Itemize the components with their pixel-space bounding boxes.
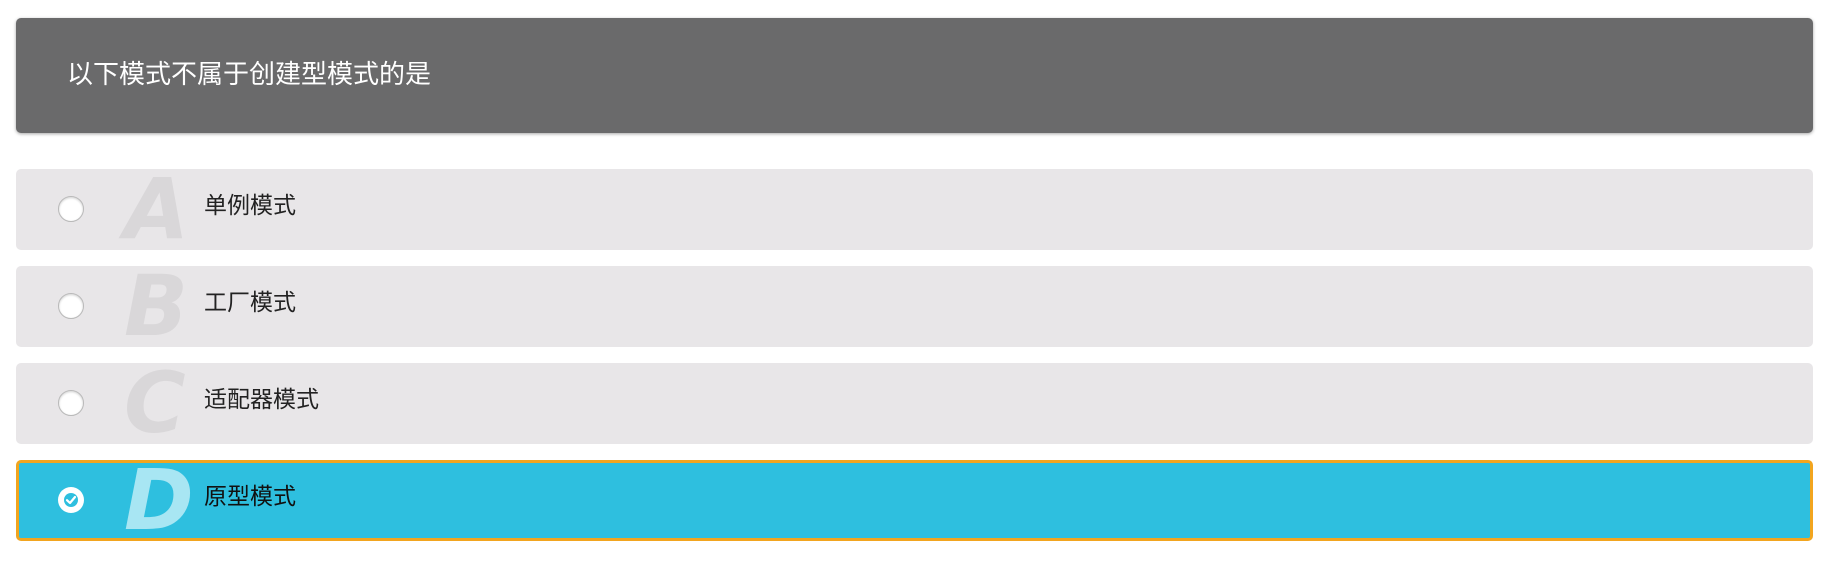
- question-text: 以下模式不属于创建型模式的是: [67, 60, 432, 90]
- option-label: 适配器模式: [204, 387, 319, 413]
- checkmark-icon: [64, 493, 78, 507]
- radio-button-icon[interactable]: [58, 390, 84, 416]
- radio-button-icon[interactable]: [58, 196, 84, 222]
- option-c[interactable]: C 适配器模式: [16, 359, 1813, 447]
- radio-button-icon[interactable]: [58, 293, 84, 319]
- option-label: 单例模式: [204, 193, 296, 219]
- option-label: 原型模式: [204, 484, 296, 510]
- option-label: 工厂模式: [204, 290, 296, 316]
- option-letter: D: [124, 451, 194, 549]
- option-b[interactable]: B 工厂模式: [16, 262, 1813, 350]
- question-bar: 以下模式不属于创建型模式的是: [16, 18, 1813, 133]
- option-a[interactable]: A 单例模式: [16, 165, 1813, 253]
- option-letter: B: [124, 257, 189, 355]
- option-letter: C: [124, 354, 186, 452]
- option-letter: A: [124, 160, 190, 258]
- radio-button-checked-icon[interactable]: [58, 487, 84, 513]
- option-d[interactable]: D 原型模式: [16, 456, 1813, 544]
